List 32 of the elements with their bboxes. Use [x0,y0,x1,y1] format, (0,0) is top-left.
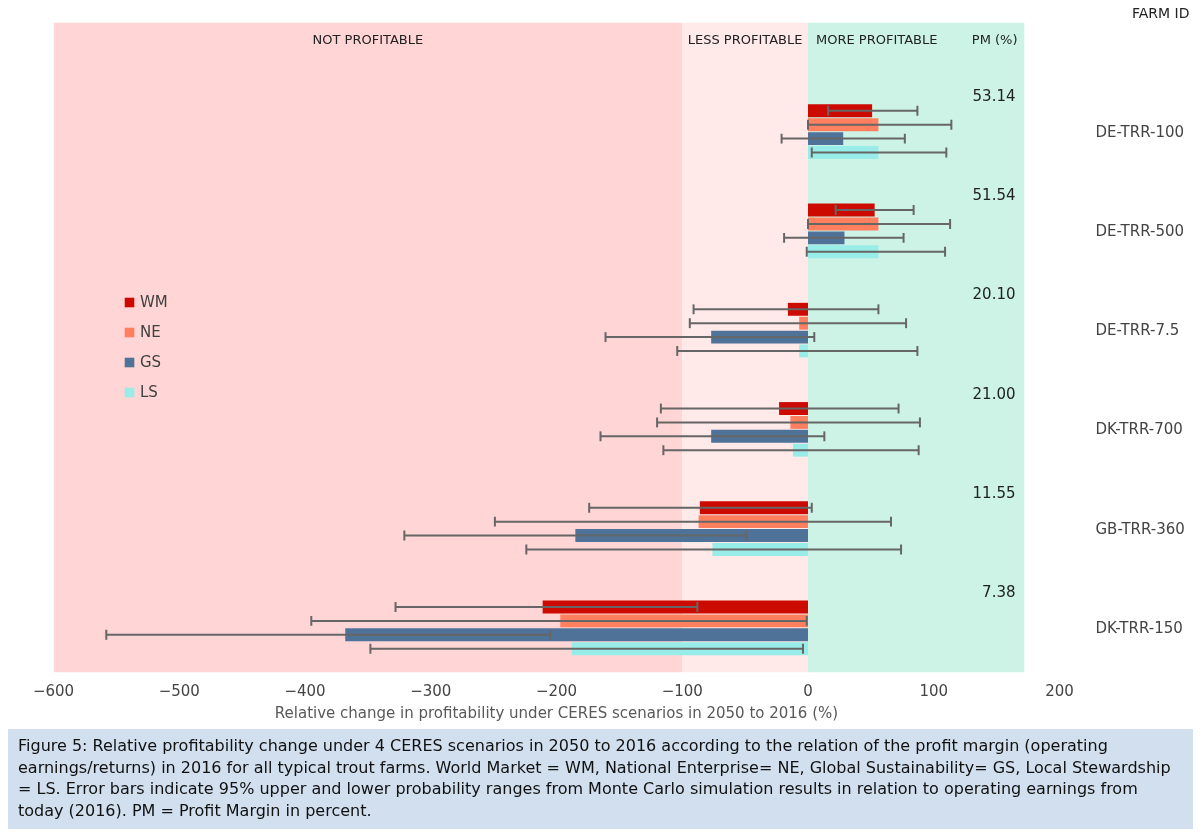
legend-label: NE [140,323,161,341]
y-tick-label: DE-TRR-500 [1095,221,1185,240]
annotation: 51.54 [972,186,1016,205]
annotation: 11.55 [972,483,1016,502]
legend-label: WM [140,293,168,311]
caption: Figure 5: Relative profitability change under 4 CERES scenarios in 2050 to 2016 according to the relation of the profit margin (operating earnings/returns) in 2016 for all typical trout farms. World Market = WM, National Enterprise= NE, Global Sustainability= GS, Local Stewardship = LS. Error bars indicate 95% upper and lower probability ranges from Monte Carlo simulation results in relation to operating earnings from today (2016). PM = Profit Margin in percent. [18,735,1172,822]
annotation: 21.00 [972,384,1016,403]
y-tick-label: DK-TRR-700 [1095,420,1183,439]
y-axis-title: FARM ID [1131,4,1190,21]
y-tick-label: DK-TRR-150 [1095,618,1183,637]
annotation: 7.38 [982,583,1016,602]
annotation: PM (%) [971,32,1018,48]
x-tick-label: −600 [32,681,75,700]
x-tick-label: −500 [158,681,200,700]
x-tick-label: 0 [803,681,813,700]
x-axis-title: Relative change in profitability under CERES scenarios in 2050 to 2016 (%) [274,703,839,722]
y-tick-label: DE-TRR-100 [1095,122,1185,141]
band-label: MORE PROFITABLE [816,32,938,48]
y-tick-label: DE-TRR-7.5 [1095,321,1180,340]
x-tick-label: −300 [410,681,452,700]
annotation: 53.14 [972,86,1016,105]
x-tick-label: 200 [1045,681,1074,700]
y-tick-label: GB-TRR-360 [1095,519,1185,538]
x-tick-label: −200 [535,681,578,700]
annotation: 20.10 [972,285,1016,304]
x-tick-label: −100 [661,681,703,700]
legend-label: GS [140,353,162,371]
band-label: LESS PROFITABLE [687,32,803,48]
legend-label: LS [140,383,159,401]
band-label: NOT PROFITABLE [312,32,424,48]
x-tick-label: −400 [284,681,326,700]
x-tick-label: 100 [919,681,949,700]
